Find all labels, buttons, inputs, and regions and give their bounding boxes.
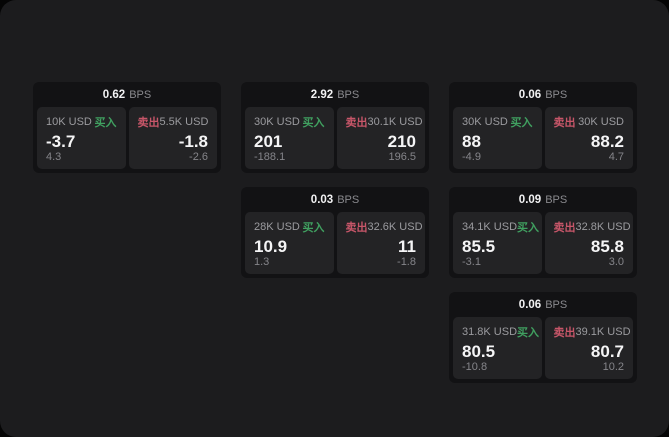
buy-price: 201 — [254, 131, 283, 151]
buy-price: 80.5 — [462, 341, 496, 361]
card-header: 0.09 BPS — [449, 187, 637, 212]
buy-price: 88 — [462, 131, 481, 151]
quote-card: 0.06 BPS 31.8K USD 买入 80.5 -10.8 卖 — [449, 292, 637, 383]
buy-panel[interactable]: 10K USD 买入 -3.7 4.3 — [37, 107, 126, 169]
sell-price: 85.8 — [590, 236, 624, 256]
sell-amount: 39.1K USD — [575, 326, 631, 338]
sell-label: 卖出 — [553, 327, 576, 339]
buy-panel[interactable]: 30K USD 买入 88 -4.9 — [453, 107, 542, 169]
sell-sub-value: -1.8 — [397, 256, 416, 268]
sell-sub-value: -2.6 — [189, 151, 208, 163]
bps-value: 0.09 — [518, 193, 542, 206]
sell-price: 210 — [387, 131, 416, 151]
quote-card-grid: 0.62 BPS 10K USD 买入 -3.7 4.3 卖出 — [33, 82, 637, 383]
buy-sub-value: -10.8 — [462, 361, 488, 373]
panels: 34.1K USD 买入 85.5 -3.1 卖出 32.8K USD 85.8… — [453, 212, 633, 274]
buy-sub-value: -4.9 — [462, 151, 481, 163]
buy-amount: 34.1K USD — [462, 221, 518, 233]
sell-label: 卖出 — [553, 222, 576, 234]
card-header: 2.92 BPS — [241, 82, 429, 107]
sell-price: 11 — [398, 236, 416, 256]
bps-unit: BPS — [545, 193, 568, 206]
sell-amount: 32.6K USD — [367, 221, 423, 233]
quote-card: 0.03 BPS 28K USD 买入 10.9 1.3 卖出 — [241, 187, 429, 278]
buy-label: 买入 — [302, 117, 325, 129]
sell-label: 卖出 — [553, 117, 576, 129]
card-header: 0.03 BPS — [241, 187, 429, 212]
buy-sub-value: -188.1 — [254, 151, 286, 163]
panels: 31.8K USD 买入 80.5 -10.8 卖出 39.1K USD 80.… — [453, 317, 633, 379]
panels: 28K USD 买入 10.9 1.3 卖出 32.6K USD 11 -1.8 — [245, 212, 425, 274]
panels: 30K USD 买入 201 -188.1 卖出 30.1K USD 210 1… — [245, 107, 425, 169]
buy-amount: 30K USD — [254, 116, 300, 128]
buy-label: 买入 — [510, 117, 533, 129]
bps-value: 0.06 — [518, 88, 542, 101]
buy-amount: 10K USD — [46, 116, 92, 128]
quote-card: 0.09 BPS 34.1K USD 买入 85.5 -3.1 卖出 — [449, 187, 637, 278]
sell-panel[interactable]: 卖出 30.1K USD 210 196.5 — [336, 107, 425, 169]
quote-card: 0.62 BPS 10K USD 买入 -3.7 4.3 卖出 — [33, 82, 221, 173]
sell-panel[interactable]: 卖出 30K USD 88.2 4.7 — [544, 107, 633, 169]
buy-price: 10.9 — [254, 236, 288, 256]
buy-panel[interactable]: 34.1K USD 买入 85.5 -3.1 — [453, 212, 542, 274]
buy-amount: 28K USD — [254, 221, 300, 233]
sell-label: 卖出 — [345, 117, 368, 129]
bps-unit: BPS — [337, 193, 360, 206]
buy-label: 买入 — [302, 222, 325, 234]
sell-amount: 32.8K USD — [575, 221, 631, 233]
sell-sub-value: 10.2 — [602, 361, 624, 373]
buy-panel[interactable]: 30K USD 买入 201 -188.1 — [245, 107, 334, 169]
buy-amount: 30K USD — [462, 116, 508, 128]
sell-price: -1.8 — [178, 131, 208, 151]
sell-price: 80.7 — [590, 341, 624, 361]
sell-amount: 5.5K USD — [159, 116, 209, 128]
bps-value: 0.06 — [518, 298, 542, 311]
bps-value: 2.92 — [310, 88, 334, 101]
sell-panel[interactable]: 卖出 32.8K USD 85.8 3.0 — [544, 212, 633, 274]
buy-label: 买入 — [94, 117, 117, 129]
buy-price: -3.7 — [46, 131, 76, 151]
sell-sub-value: 3.0 — [608, 256, 624, 268]
sell-price: 88.2 — [590, 131, 624, 151]
sell-amount: 30.1K USD — [367, 116, 423, 128]
buy-sub-value: -3.1 — [462, 256, 481, 268]
sell-amount: 30K USD — [578, 116, 624, 128]
sell-label: 卖出 — [137, 117, 160, 129]
buy-panel[interactable]: 31.8K USD 买入 80.5 -10.8 — [453, 317, 542, 379]
bps-unit: BPS — [129, 88, 152, 101]
bps-unit: BPS — [337, 88, 360, 101]
buy-label: 买入 — [517, 327, 540, 339]
buy-label: 买入 — [517, 222, 540, 234]
buy-price: 85.5 — [462, 236, 496, 256]
card-header: 0.62 BPS — [33, 82, 221, 107]
sell-panel[interactable]: 卖出 5.5K USD -1.8 -2.6 — [128, 107, 217, 169]
bps-value: 0.03 — [310, 193, 334, 206]
sell-panel[interactable]: 卖出 39.1K USD 80.7 10.2 — [544, 317, 633, 379]
card-header: 0.06 BPS — [449, 292, 637, 317]
quote-card: 0.06 BPS 30K USD 买入 88 -4.9 卖出 — [449, 82, 637, 173]
buy-panel[interactable]: 28K USD 买入 10.9 1.3 — [245, 212, 334, 274]
buy-sub-value: 4.3 — [46, 151, 62, 163]
quote-card: 2.92 BPS 30K USD 买入 201 -188.1 卖出 — [241, 82, 429, 173]
bps-value: 0.62 — [102, 88, 126, 101]
bps-unit: BPS — [545, 88, 568, 101]
panels: 30K USD 买入 88 -4.9 卖出 30K USD 88.2 4.7 — [453, 107, 633, 169]
buy-sub-value: 1.3 — [254, 256, 270, 268]
sell-label: 卖出 — [345, 222, 368, 234]
sell-sub-value: 4.7 — [608, 151, 624, 163]
buy-amount: 31.8K USD — [462, 326, 518, 338]
bps-unit: BPS — [545, 298, 568, 311]
card-header: 0.06 BPS — [449, 82, 637, 107]
sell-sub-value: 196.5 — [388, 151, 416, 163]
sell-panel[interactable]: 卖出 32.6K USD 11 -1.8 — [336, 212, 425, 274]
panels: 10K USD 买入 -3.7 4.3 卖出 5.5K USD -1.8 -2.… — [37, 107, 217, 169]
